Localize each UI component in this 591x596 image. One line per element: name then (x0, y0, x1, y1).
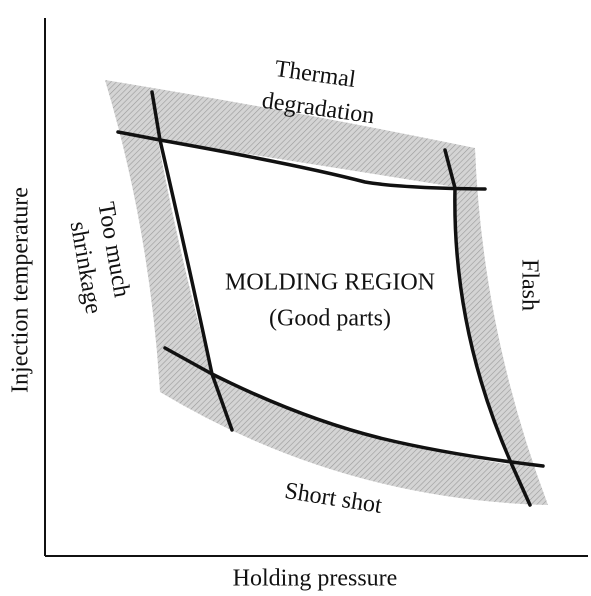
axes (44, 18, 588, 557)
bottom-label: Short shot (283, 478, 384, 519)
center-label: MOLDING REGION (225, 270, 435, 296)
y-axis-label: Injection temperature (8, 187, 34, 393)
process-window-band (105, 80, 548, 505)
top-label: Thermal (273, 56, 357, 93)
center-label: (Good parts) (269, 306, 391, 332)
x-axis-label: Holding pressure (233, 566, 398, 592)
right-label: Flash (516, 259, 542, 311)
boundary-lines (116, 90, 545, 507)
